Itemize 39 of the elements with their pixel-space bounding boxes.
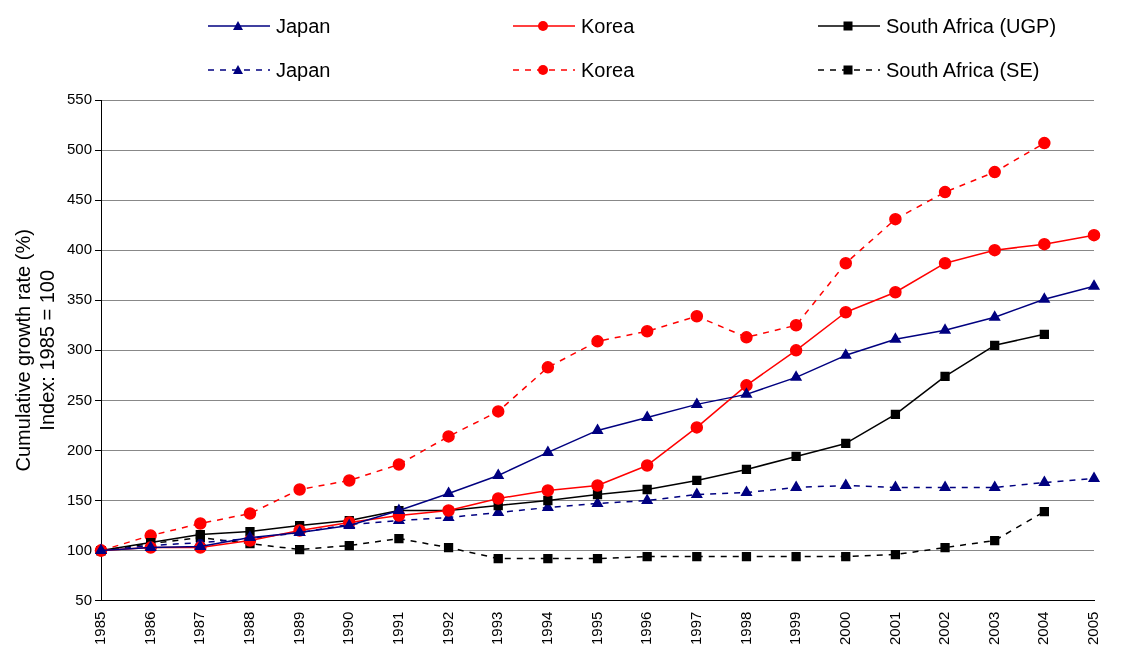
x-tick-label: 1989 (289, 611, 307, 646)
x-tick-label: 1991 (389, 611, 407, 646)
y-tick-label: 350 (67, 290, 93, 308)
x-tick-label: 2000 (835, 611, 853, 646)
legend-label: Japan (276, 14, 331, 38)
y-axis-title: Cumulative growth rate (%) Index: 1985 = 100 (11, 229, 58, 472)
x-tick-label: 1988 (240, 611, 258, 646)
x-tick-label: 1985 (91, 611, 109, 646)
y-tick-label: 250 (67, 390, 93, 408)
x-tick-label: 1992 (438, 611, 456, 646)
x-tick-label: 1993 (488, 611, 506, 646)
x-tick-label: 2002 (935, 611, 953, 646)
y-tick-label: 450 (67, 190, 93, 208)
y-tick-label: 200 (67, 440, 93, 458)
x-tick-label: 1998 (736, 611, 754, 646)
x-tick-label: 2005 (1084, 611, 1102, 646)
x-tick-label: 1997 (686, 611, 704, 646)
x-tick-label: 2003 (984, 611, 1002, 646)
x-tick-label: 1996 (637, 611, 655, 646)
x-tick-label: 1994 (538, 611, 556, 646)
x-tick-label: 1990 (339, 611, 357, 646)
legend-label: Japan (276, 58, 331, 82)
x-tick-label: 1995 (587, 611, 605, 646)
x-tick-label: 2001 (885, 611, 903, 646)
y-tick-label: 300 (67, 340, 93, 358)
x-tick-label: 1999 (786, 611, 804, 646)
x-tick-label: 1986 (140, 611, 158, 646)
legend-label: South Africa (SE) (886, 58, 1040, 82)
y-tick-label: 400 (67, 240, 93, 258)
legend-label: Korea (581, 58, 635, 82)
legend-label: Korea (581, 14, 635, 38)
y-tick-label: 500 (67, 140, 93, 158)
x-tick-label: 1987 (190, 611, 208, 646)
y-tick-label: 550 (67, 90, 93, 108)
y-tick-label: 150 (67, 490, 93, 508)
y-tick-label: 50 (75, 590, 93, 608)
legend-label: South Africa (UGP) (886, 14, 1057, 38)
x-tick-label: 2004 (1034, 611, 1052, 646)
y-tick-label: 100 (67, 540, 93, 558)
